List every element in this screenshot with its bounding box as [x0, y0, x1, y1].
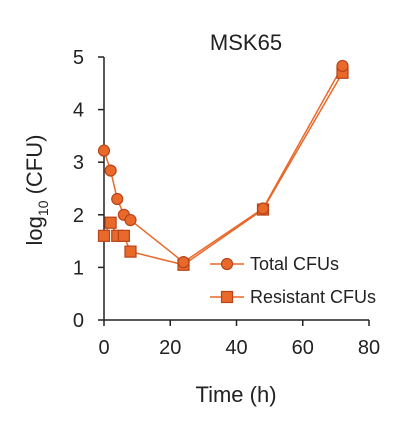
x-tick-label-2: 40: [225, 337, 247, 359]
point-s0-0: [97, 144, 111, 157]
point-s1-4: [124, 245, 137, 258]
legend-item-resistant: Resistant CFUs: [210, 287, 376, 307]
point-s1-0: [97, 229, 111, 242]
point-s1-1: [104, 216, 117, 229]
series-layer: [97, 59, 349, 271]
x-tick-label-0: 0: [98, 337, 109, 359]
point-s0-6: [256, 202, 270, 215]
legend-marker-total: [220, 257, 234, 271]
series-line-0: [103, 65, 344, 264]
y-tick-label-1: 1: [73, 257, 84, 279]
point-s0-5: [177, 256, 190, 269]
legend-item-total: Total CFUs: [210, 254, 339, 274]
y-tick-label-2: 2: [73, 205, 84, 227]
y-tick-label-4: 4: [73, 100, 84, 122]
point-s0-2: [111, 192, 124, 206]
y-axis-label-main: log: [22, 216, 47, 245]
legend-label-resistant: Resistant CFUs: [250, 287, 376, 307]
point-s0-1: [104, 164, 117, 177]
legend: Total CFUs Resistant CFUs: [210, 254, 376, 307]
x-tick-label-3: 60: [292, 337, 314, 359]
x-tick-label-4: 80: [358, 337, 380, 359]
x-tick-label-1: 20: [159, 337, 181, 359]
y-tick-label-5: 5: [73, 47, 84, 69]
legend-marker-resistant: [220, 290, 234, 304]
y-axis-label-subscript: 10: [35, 200, 51, 216]
y-tick-label-0: 0: [73, 310, 84, 332]
y-axis-label: log10 (CFU): [22, 135, 51, 246]
point-s0-4: [124, 213, 137, 227]
point-s1-3: [117, 229, 130, 242]
ticks: 0 20 40 60 80 0 1 2 3 4 5: [73, 47, 380, 359]
x-axis-label: Time (h): [195, 382, 276, 407]
y-tick-label-3: 3: [73, 152, 84, 174]
chart-title: MSK65: [210, 30, 282, 55]
y-axis-label-tail: (CFU): [22, 135, 47, 201]
legend-label-total: Total CFUs: [250, 254, 339, 274]
point-s0-7: [336, 59, 349, 73]
